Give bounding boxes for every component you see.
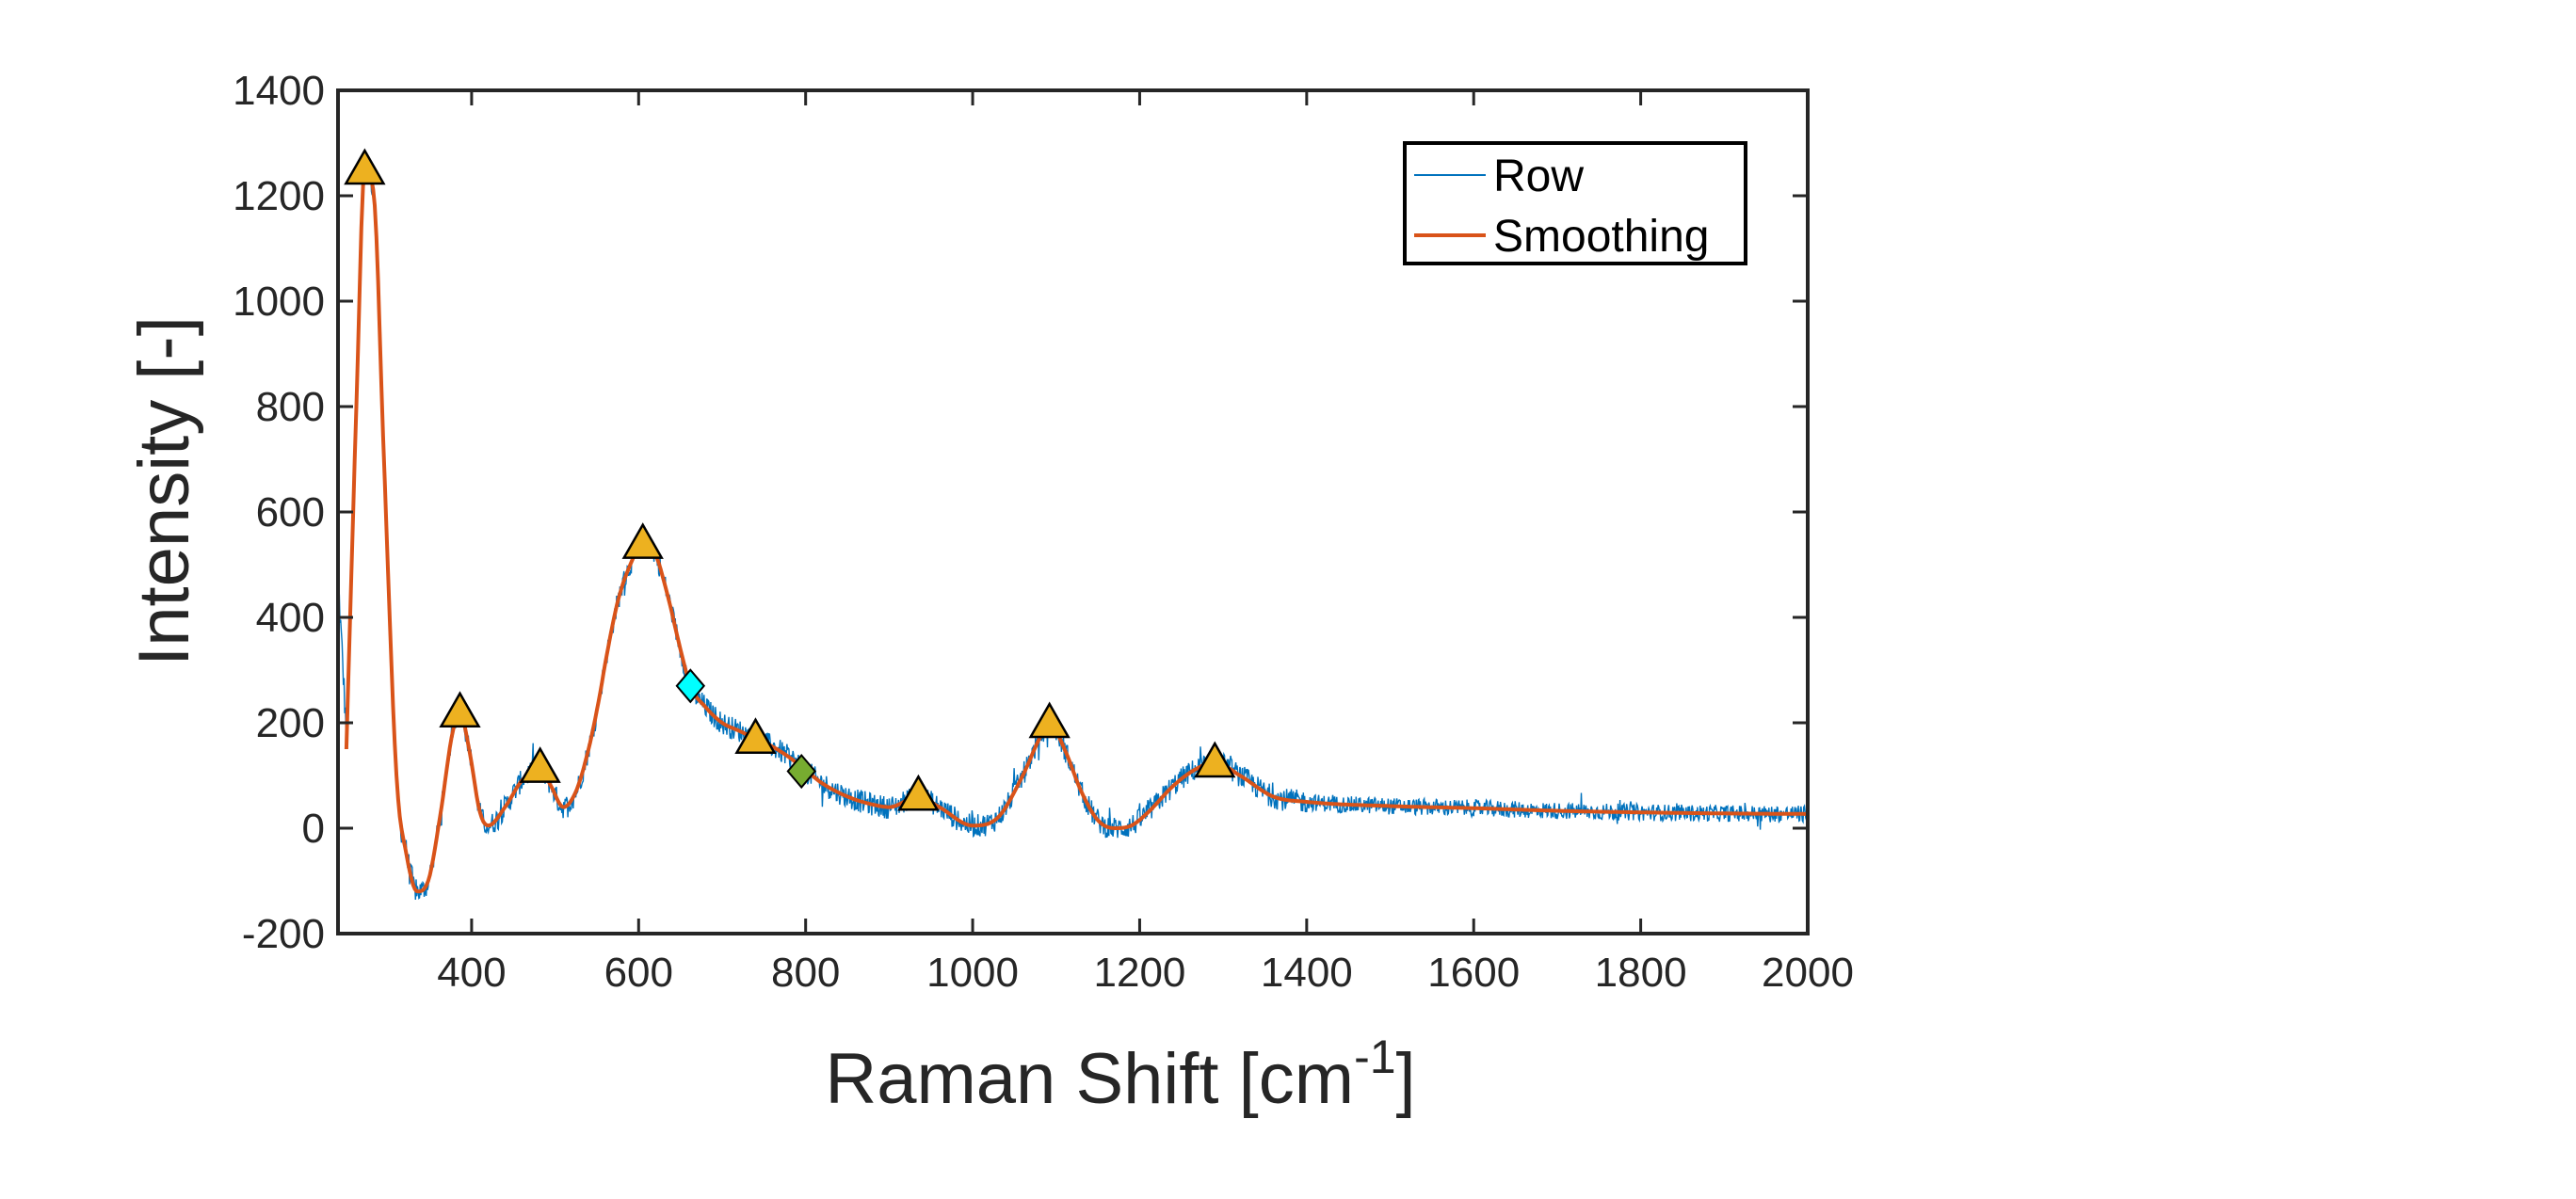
x-axis-title-superscript: -1: [1354, 1031, 1395, 1083]
peak-marker-6: [897, 774, 940, 811]
x-axis-title-suffix: ]: [1396, 1039, 1416, 1119]
peak-marker-5: [734, 717, 777, 755]
y-tick-label-400: 400: [256, 595, 325, 641]
y-tick-label-800: 800: [256, 384, 325, 430]
x-tick-label-2000: 2000: [1762, 950, 1854, 996]
series-smoothing-layer: [344, 168, 1809, 894]
y-tick-label-200: 200: [256, 700, 325, 746]
x-tick-labels: 400 600 800 1000 1200 1400 1600 1800 2000: [437, 950, 1854, 996]
peak-marker-2: [439, 691, 481, 728]
legend-box: [1403, 141, 1747, 265]
x-axis-title: Raman Shift [cm-1]: [825, 1031, 1415, 1119]
x-axis-title-main: Raman Shift [cm: [825, 1039, 1354, 1119]
peak-marker-7: [1028, 701, 1071, 739]
y-tick-label-600: 600: [256, 489, 325, 536]
y-tick-label-1200: 1200: [233, 173, 325, 219]
y-tick-label-0: 0: [302, 806, 325, 852]
x-tick-label-1000: 1000: [926, 950, 1019, 996]
y-tick-label--200: -200: [242, 911, 325, 957]
x-tick-label-600: 600: [604, 950, 673, 996]
peak-marker-4: [621, 522, 664, 559]
y-tick-label-1000: 1000: [233, 279, 325, 325]
x-tick-label-1800: 1800: [1595, 950, 1687, 996]
x-tick-label-800: 800: [771, 950, 840, 996]
peak-markers-layer: [344, 148, 1236, 811]
legend-smoothing-label: Smoothing: [1493, 212, 1709, 262]
x-tick-label-400: 400: [437, 950, 506, 996]
x-tick-label-1400: 1400: [1261, 950, 1353, 996]
peak-marker-3: [519, 746, 561, 783]
series-smoothing-line: [344, 168, 1809, 894]
y-axis-title: Intensity [-]: [124, 316, 204, 666]
diamond-marker-1: [675, 668, 706, 704]
legend: Row Smoothing: [1403, 141, 1747, 265]
y-tick-labels: -200 0 200 400 600 800 1000 1200 1400: [233, 68, 325, 957]
x-tick-label-1600: 1600: [1427, 950, 1520, 996]
peak-marker-1: [344, 148, 386, 185]
peak-marker-8: [1194, 741, 1236, 778]
diamond-marker-2: [786, 753, 817, 790]
y-tick-label-1400: 1400: [233, 68, 325, 114]
axes-layer: [336, 88, 1810, 935]
legend-row-label: Row: [1493, 152, 1584, 201]
x-tick-label-1200: 1200: [1094, 950, 1186, 996]
